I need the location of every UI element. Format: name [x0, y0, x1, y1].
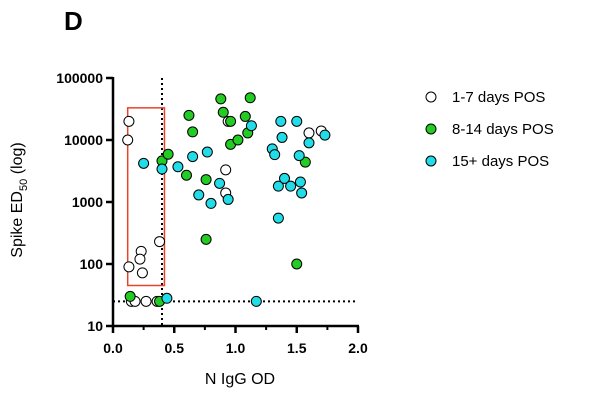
- data-point-series-3: [276, 131, 288, 143]
- data-point-series-1: [136, 267, 148, 279]
- y-axis-title: Spike ED50 (log): [9, 142, 30, 257]
- data-point-series-2: [200, 233, 212, 245]
- y-axis-title-suffix: (log): [9, 142, 26, 178]
- data-point-series-3: [291, 115, 303, 127]
- data-point-series-3: [319, 129, 331, 141]
- data-point-series-2: [200, 174, 212, 186]
- legend-label: 15+ days POS: [452, 153, 549, 170]
- y-axis-title-subscript: 50: [18, 179, 30, 191]
- x-axis-title: N IgG OD: [205, 371, 275, 388]
- y-tick-label: 100: [80, 256, 104, 272]
- axes: [111, 77, 359, 328]
- y-tick-label: 10000: [64, 132, 103, 148]
- data-point-series-1: [123, 115, 135, 127]
- legend-label: 8-14 days POS: [452, 121, 554, 138]
- data-point-series-1: [220, 164, 232, 176]
- data-point-series-2: [232, 134, 244, 146]
- data-point-series-3: [172, 161, 184, 173]
- data-point-series-3: [201, 146, 213, 158]
- data-point-series-2: [215, 93, 227, 105]
- data-point-series-1: [154, 236, 166, 248]
- data-point-series-3: [272, 212, 284, 224]
- data-point-series-3: [293, 150, 305, 162]
- data-point-series-1: [303, 127, 315, 139]
- x-axis-ticks: 0.0 0.5 1.0 1.5 2.0: [103, 326, 368, 356]
- data-point-series-3: [294, 176, 306, 188]
- data-point-series-3: [272, 180, 284, 192]
- data-point-series-3: [138, 157, 150, 169]
- highlight-box: [126, 107, 166, 287]
- data-point-series-3: [161, 292, 173, 304]
- data-point-series-2: [183, 109, 195, 121]
- data-point-series-2: [217, 106, 229, 118]
- data-point-series-2: [291, 258, 303, 270]
- data-point-series-2: [225, 115, 237, 127]
- data-point-series-1: [140, 295, 152, 307]
- data-point-series-3: [279, 172, 290, 184]
- data-point-series-2: [181, 169, 192, 181]
- data-point-series-2: [187, 126, 199, 138]
- x-tick-label: 0.0: [103, 340, 123, 356]
- panel-label: D: [64, 6, 83, 36]
- data-points: [122, 92, 331, 307]
- y-axis-ticks: 10 100 1000 10000 100000: [56, 70, 113, 334]
- data-point-series-2: [162, 148, 174, 160]
- reference-lines: [113, 78, 358, 326]
- y-tick-label: 100000: [56, 70, 103, 86]
- data-point-series-3: [245, 120, 257, 132]
- data-point-series-1: [123, 261, 135, 273]
- data-point-series-3: [285, 180, 297, 192]
- legend-marker: [425, 91, 437, 103]
- x-tick-label: 2.0: [348, 340, 368, 356]
- y-axis-title-main: Spike ED: [9, 191, 26, 258]
- x-tick-label: 1.5: [287, 340, 307, 356]
- data-point-series-3: [269, 149, 281, 161]
- legend-label: 1-7 days POS: [452, 89, 545, 106]
- data-point-series-2: [124, 290, 136, 302]
- y-tick-label: 10: [87, 318, 103, 334]
- y-tick-label: 1000: [72, 194, 103, 210]
- data-point-series-3: [193, 189, 205, 201]
- x-tick-label: 1.0: [226, 340, 246, 356]
- data-point-series-1: [134, 253, 146, 265]
- data-point-series-3: [156, 163, 168, 175]
- data-point-series-3: [250, 295, 262, 307]
- data-point-series-3: [275, 115, 287, 127]
- data-point-series-3: [296, 187, 308, 199]
- x-tick-label: 0.5: [165, 340, 185, 356]
- legend-marker: [425, 155, 437, 167]
- data-point-series-3: [187, 151, 199, 163]
- data-point-series-3: [222, 193, 234, 205]
- data-point-series-2: [244, 92, 256, 104]
- legend: 1-7 days POS 8-14 days POS 15+ days POS: [425, 89, 554, 170]
- data-point-series-3: [303, 137, 315, 149]
- data-point-series-3: [205, 197, 217, 209]
- data-point-series-3: [214, 177, 226, 189]
- data-point-series-2: [239, 110, 251, 122]
- legend-marker: [425, 123, 437, 135]
- data-point-series-1: [122, 134, 134, 146]
